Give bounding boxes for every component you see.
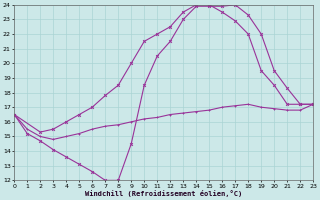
X-axis label: Windchill (Refroidissement éolien,°C): Windchill (Refroidissement éolien,°C) (85, 190, 242, 197)
